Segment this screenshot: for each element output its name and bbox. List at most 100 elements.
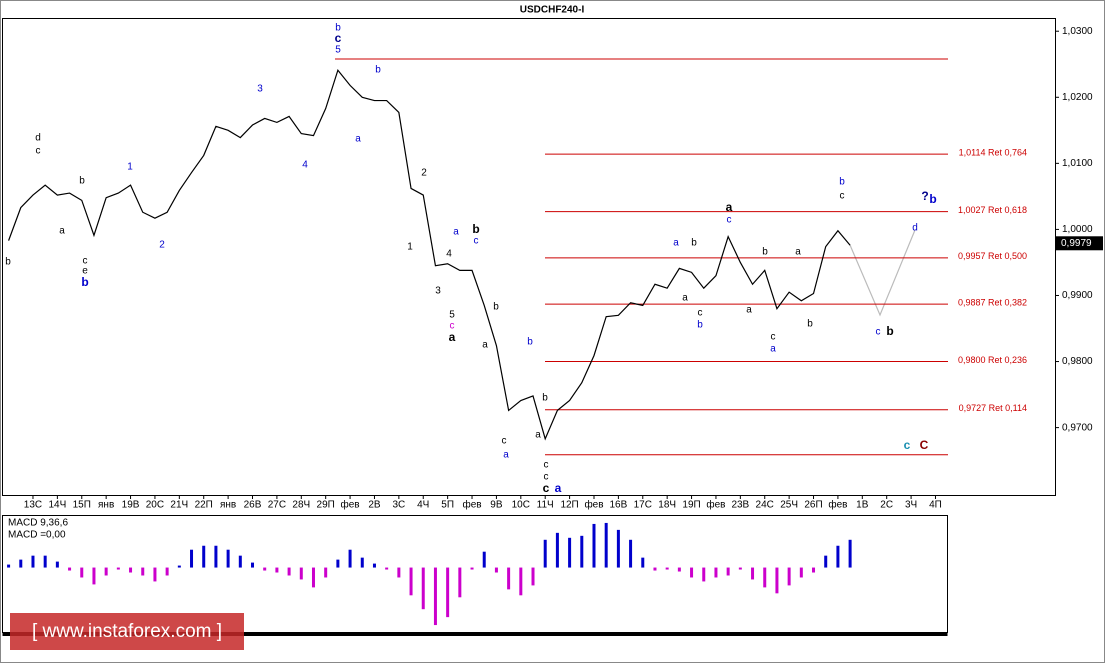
x-tick-label: 19В bbox=[122, 500, 140, 511]
y-tick-label: 0,9800 bbox=[1062, 356, 1093, 367]
x-tick-label: 15П bbox=[73, 500, 91, 511]
macd-bar bbox=[336, 559, 340, 568]
macd-bar bbox=[43, 555, 47, 568]
macd-bar bbox=[775, 567, 779, 594]
last-price-box bbox=[1056, 236, 1103, 251]
y-tick-label: 1,0300 bbox=[1062, 26, 1093, 37]
retracement-label: 0,9727 Ret 0,114 bbox=[959, 403, 1027, 413]
wave-label: 4 bbox=[302, 160, 308, 171]
macd-bar bbox=[372, 563, 376, 568]
wave-label: c bbox=[544, 460, 549, 471]
projection-path bbox=[849, 229, 916, 317]
macd-bar bbox=[665, 567, 669, 570]
wave-label: c bbox=[543, 481, 550, 495]
wave-label: c bbox=[727, 215, 732, 226]
macd-bar bbox=[568, 537, 572, 568]
macd-bar bbox=[104, 567, 108, 576]
retracement-label: 0,9887 Ret 0,382 bbox=[958, 297, 1027, 307]
retracement-label: 0,9957 Ret 0,500 bbox=[958, 251, 1027, 261]
wave-label: c bbox=[544, 472, 549, 483]
macd-bar bbox=[690, 567, 694, 578]
x-tick-label: фев bbox=[584, 499, 603, 511]
wave-label: 5 bbox=[449, 310, 455, 321]
y-tick-label: 0,9700 bbox=[1062, 422, 1093, 433]
x-tick-label: фев bbox=[462, 499, 481, 511]
macd-bar bbox=[763, 567, 767, 588]
x-tick-label: 3С bbox=[392, 500, 405, 511]
x-tick-label: 21Ч bbox=[170, 500, 188, 511]
x-tick-label: 25Ч bbox=[780, 500, 798, 511]
wave-label: a bbox=[746, 305, 752, 316]
wave-label: c bbox=[474, 236, 479, 247]
macd-bar bbox=[482, 551, 486, 568]
wave-label: b bbox=[542, 393, 548, 404]
wave-label: 5 bbox=[335, 45, 341, 56]
wave-label: c bbox=[904, 438, 911, 452]
watermark-box bbox=[10, 613, 244, 650]
macd-bar bbox=[324, 567, 328, 578]
x-tick-label: 29П bbox=[317, 500, 335, 511]
x-tick-label: 1В bbox=[856, 500, 869, 511]
wave-label: c bbox=[36, 146, 41, 157]
x-tick-label: 23В bbox=[731, 500, 749, 511]
macd-bar bbox=[824, 555, 828, 568]
wave-label: 1 bbox=[127, 162, 133, 173]
wave-label: a bbox=[795, 247, 801, 258]
wave-label: a bbox=[682, 293, 688, 304]
macd-bar bbox=[702, 567, 706, 582]
wave-label: a bbox=[770, 344, 776, 355]
x-tick-label: 19П bbox=[682, 500, 700, 511]
macd-bar bbox=[494, 567, 498, 573]
macd-bar bbox=[751, 567, 755, 580]
wave-label: ? bbox=[921, 189, 928, 203]
x-tick-label: 5П bbox=[441, 500, 454, 511]
macd-bar bbox=[848, 539, 852, 568]
x-tick-label: 20С bbox=[146, 500, 164, 511]
x-tick-label: 24С bbox=[756, 500, 774, 511]
wave-label: b bbox=[79, 176, 85, 187]
wave-label: c bbox=[83, 256, 88, 267]
macd-bar bbox=[629, 539, 633, 568]
y-tick-label: 1,0100 bbox=[1062, 158, 1093, 169]
macd-bar bbox=[653, 567, 657, 571]
x-tick-label: 4Ч bbox=[417, 500, 429, 511]
x-tick-label: фев bbox=[341, 499, 360, 511]
macd-bar bbox=[409, 567, 413, 596]
macd-bar bbox=[275, 567, 279, 573]
wave-label: 2 bbox=[159, 240, 165, 251]
wave-label: 2 bbox=[421, 168, 427, 179]
wave-label: c bbox=[450, 321, 455, 332]
macd-bar bbox=[580, 535, 584, 568]
macd-bar bbox=[616, 529, 620, 568]
wave-label: b bbox=[691, 238, 697, 249]
macd-bar bbox=[238, 555, 242, 568]
x-tick-label: 27С bbox=[268, 500, 286, 511]
wave-label: b bbox=[807, 319, 813, 330]
wave-label: b bbox=[929, 192, 936, 206]
macd-bar bbox=[726, 567, 730, 576]
macd-bar bbox=[31, 555, 35, 568]
macd-bar bbox=[433, 567, 437, 626]
macd-value-label: MACD =0,00 bbox=[8, 530, 66, 541]
macd-bar bbox=[226, 549, 230, 568]
macd-bar bbox=[592, 523, 596, 568]
macd-bar bbox=[165, 567, 169, 576]
wave-label: a bbox=[503, 450, 509, 461]
wave-label: a bbox=[555, 481, 562, 495]
macd-bar bbox=[251, 562, 255, 568]
wave-label: 1 bbox=[407, 242, 413, 253]
macd-bar bbox=[531, 567, 535, 586]
macd-bar bbox=[458, 567, 462, 598]
macd-bar bbox=[19, 559, 23, 568]
wave-label: b bbox=[697, 320, 703, 331]
macd-bar bbox=[385, 567, 389, 570]
wave-label: b bbox=[886, 324, 893, 338]
macd-label: MACD 9,36,6 bbox=[8, 518, 68, 529]
watermark: [ www.instaforex.com ] bbox=[32, 621, 222, 642]
macd-bar bbox=[507, 567, 511, 590]
x-tick-label: 2С bbox=[880, 500, 893, 511]
retracement-label: 1,0027 Ret 0,618 bbox=[958, 205, 1027, 215]
macd-bar bbox=[116, 567, 120, 570]
x-tick-label: 11Ч bbox=[537, 500, 554, 511]
x-tick-label: фев bbox=[828, 499, 847, 511]
